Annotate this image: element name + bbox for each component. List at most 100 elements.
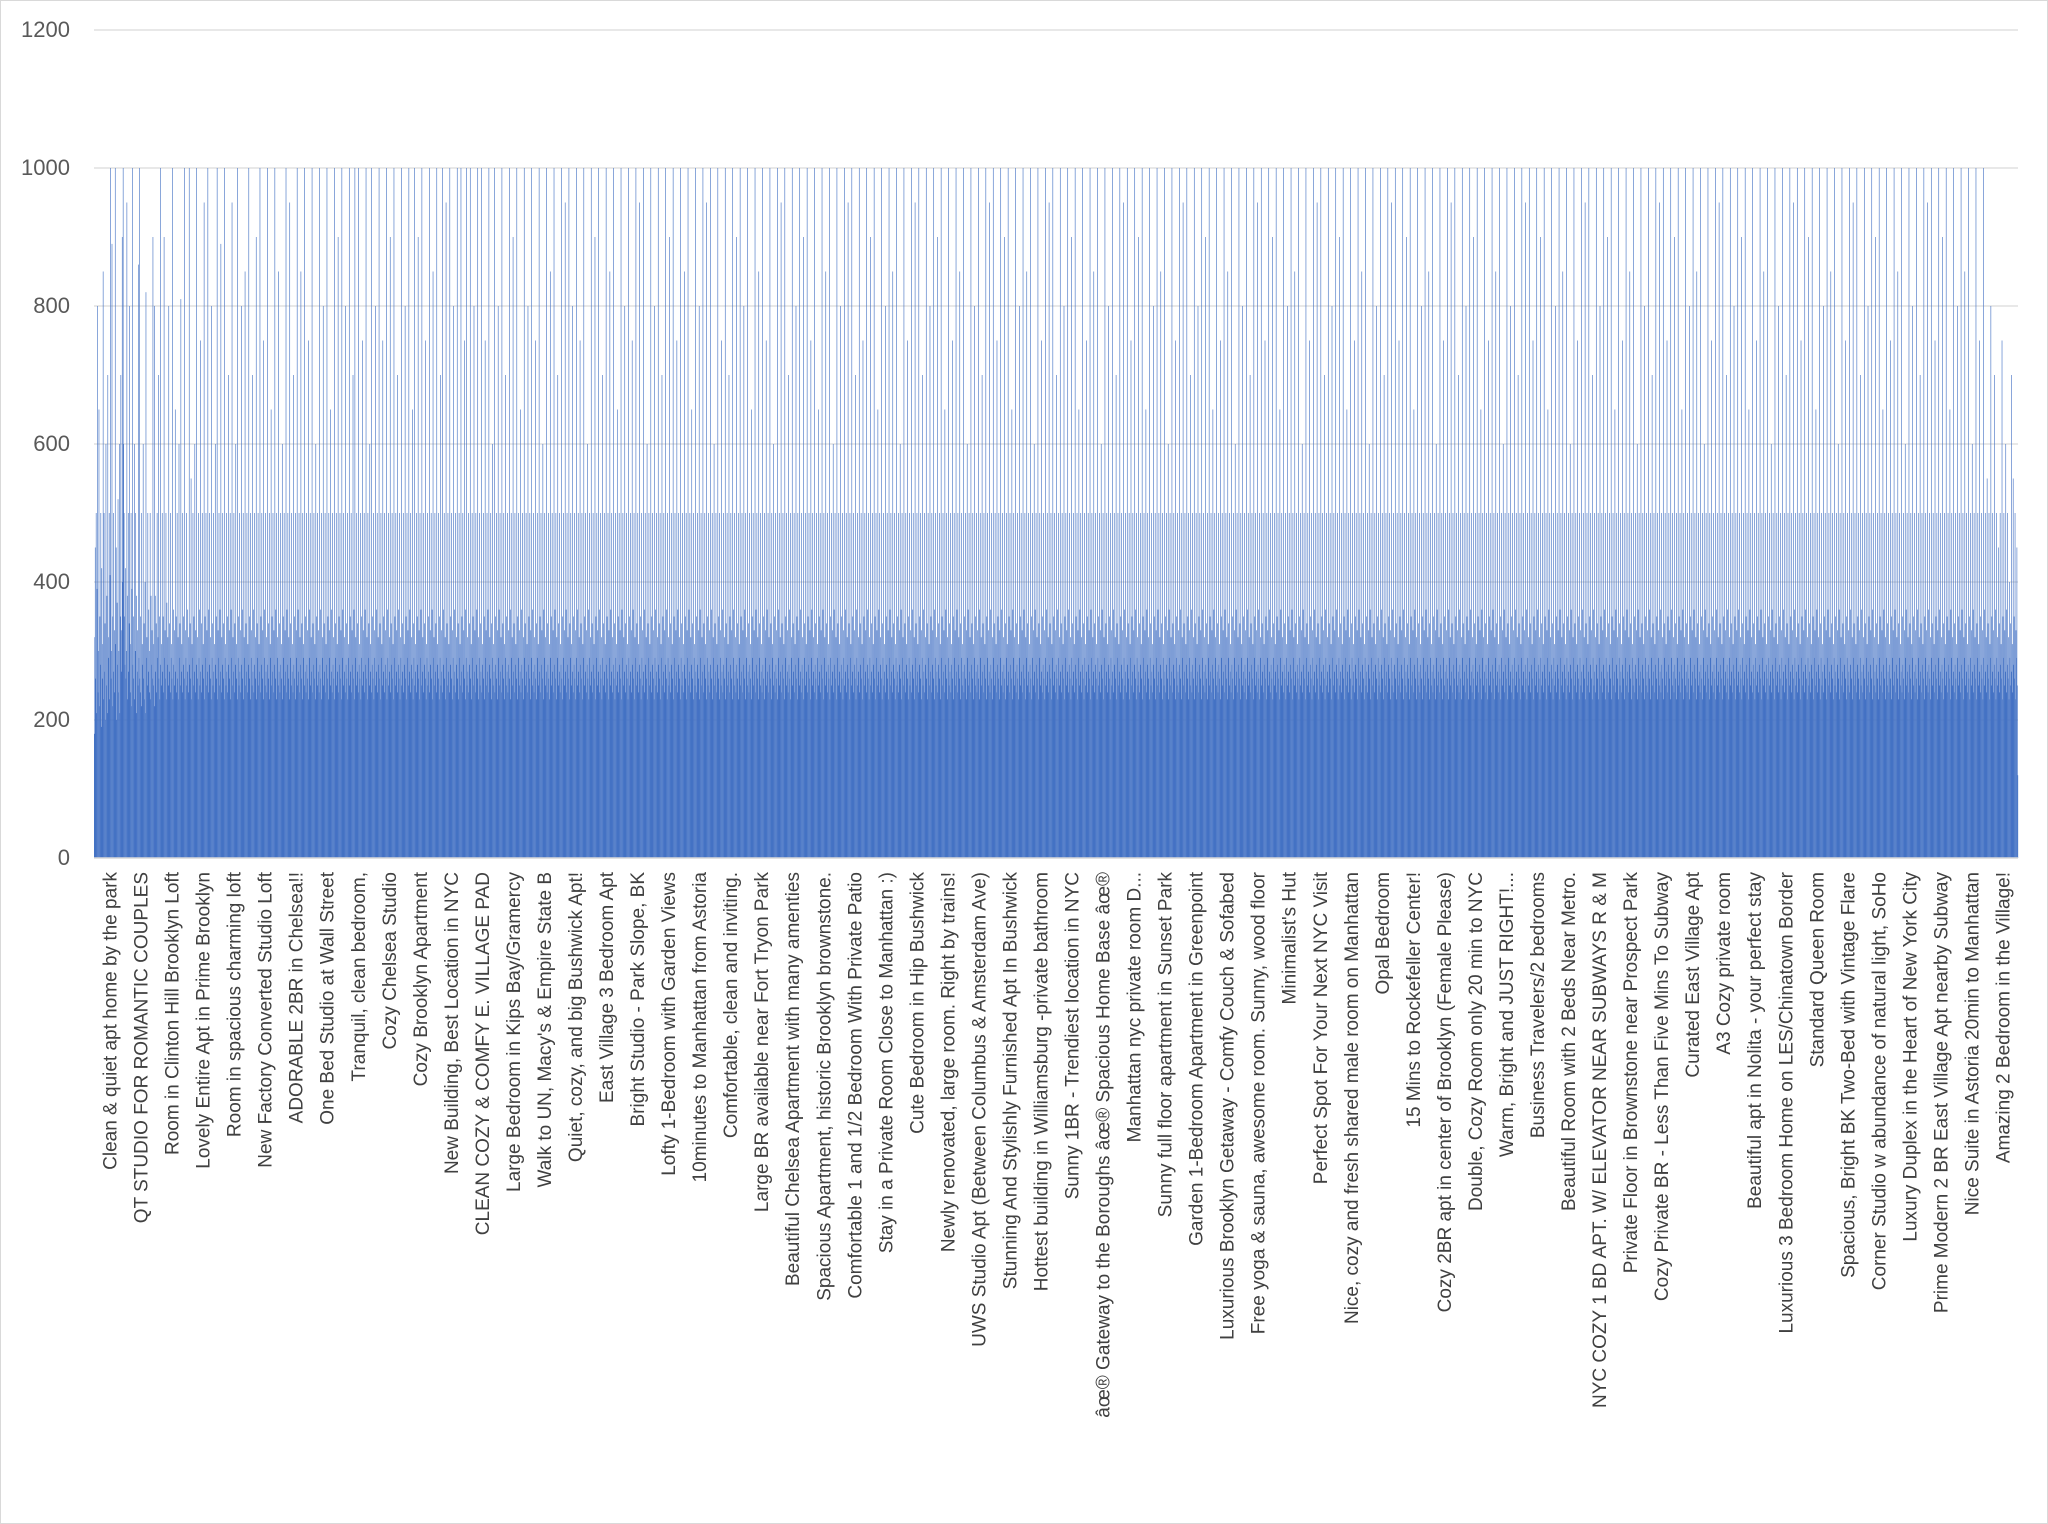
bar (1781, 630, 1782, 858)
bar (585, 692, 587, 858)
bar (1195, 657, 1196, 858)
bar (1951, 657, 1952, 858)
bar (1321, 616, 1323, 858)
bar (589, 513, 590, 858)
bar (948, 685, 950, 858)
bar (328, 657, 330, 858)
bar (1187, 616, 1189, 858)
bar (1997, 547, 1999, 858)
bar (406, 699, 407, 858)
bar (1860, 375, 1861, 858)
bar (1388, 616, 1390, 858)
bar (493, 671, 495, 858)
bar (732, 657, 734, 858)
bar (1119, 692, 1121, 858)
bar (1534, 513, 1536, 858)
bar (1939, 671, 1941, 858)
bar (283, 657, 284, 858)
bar (1976, 699, 1977, 858)
bar (536, 699, 538, 858)
bar (1360, 671, 1361, 858)
bar (850, 657, 851, 858)
bar (388, 513, 389, 858)
bar (1605, 513, 1606, 858)
bar (501, 168, 503, 858)
bar (409, 671, 410, 858)
bar (729, 616, 731, 858)
bar (1651, 375, 1653, 858)
bar (348, 657, 350, 858)
bar (222, 678, 224, 858)
bar (313, 664, 314, 858)
bar (1355, 664, 1357, 858)
bar (780, 671, 781, 858)
bar (987, 685, 989, 858)
bar (1298, 168, 1299, 858)
bar (492, 444, 493, 858)
bar (1403, 609, 1404, 858)
bar (523, 699, 525, 858)
bar (1496, 671, 1498, 858)
bar (1945, 168, 1947, 858)
bar (784, 168, 786, 858)
bar (1761, 699, 1762, 858)
bar (1475, 513, 1476, 858)
bar (690, 692, 691, 858)
bar (1903, 513, 1904, 858)
bar (1975, 678, 1976, 858)
bar (717, 664, 718, 858)
bar (252, 671, 254, 858)
bar (588, 609, 589, 858)
bar (490, 513, 492, 858)
bar (1400, 692, 1401, 858)
bar (443, 513, 445, 858)
bar (341, 699, 342, 858)
bar (140, 692, 142, 858)
bar (282, 616, 284, 858)
bar (524, 657, 526, 858)
bar (1735, 513, 1737, 858)
bar (1675, 678, 1677, 858)
bar (1853, 657, 1854, 858)
bar (401, 168, 402, 858)
bar (1705, 513, 1707, 858)
bar (574, 678, 576, 858)
bar (1502, 685, 1504, 858)
bar (1185, 644, 1187, 858)
bar (1050, 513, 1052, 858)
bar (1372, 685, 1373, 858)
bar (1107, 664, 1109, 858)
x-tick-label: Warm, Bright and JUST RIGHT!... (1497, 872, 1518, 1157)
bar (1850, 609, 1851, 858)
bar (536, 513, 538, 858)
bar (1178, 630, 1179, 858)
bar (1890, 340, 1891, 858)
bar (743, 664, 744, 858)
bar (1198, 692, 1199, 858)
bar (1157, 609, 1159, 858)
bar (1193, 678, 1195, 858)
bar (409, 609, 411, 858)
bar (1348, 664, 1350, 858)
bar (840, 664, 842, 858)
bar (1667, 692, 1668, 858)
y-tick-label: 200 (33, 707, 70, 732)
bar (563, 630, 565, 858)
bar (1176, 685, 1178, 858)
bar (551, 513, 553, 858)
bar (1562, 671, 1563, 858)
bar (1810, 692, 1812, 858)
bar (949, 623, 950, 858)
bar (519, 671, 521, 858)
bar (1000, 168, 1002, 858)
bar (741, 671, 742, 858)
bar (837, 623, 839, 858)
bar (1707, 664, 1708, 858)
bar (399, 699, 401, 858)
bar (1118, 644, 1120, 858)
bar (1401, 664, 1402, 858)
bar (402, 513, 404, 858)
bar (1443, 340, 1444, 858)
bar (1108, 678, 1110, 858)
bar (1017, 513, 1018, 858)
